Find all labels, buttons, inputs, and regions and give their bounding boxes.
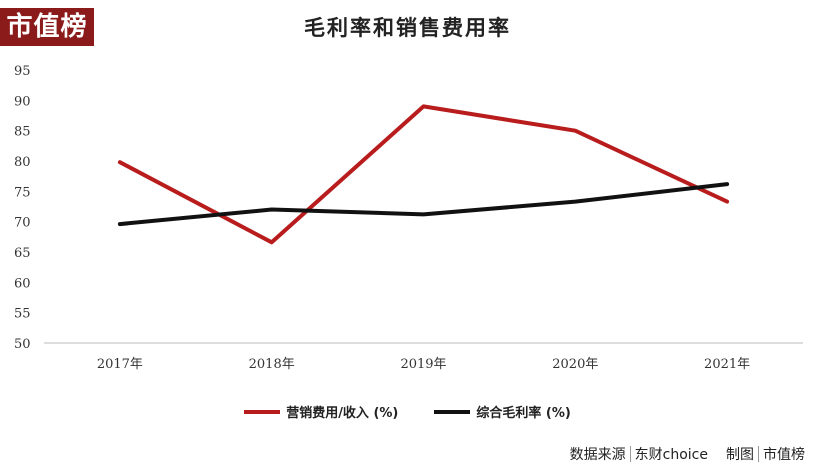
y-tick-label: 60 [14,276,31,291]
legend-swatch-gross-margin [434,409,471,414]
legend-item-marketing: 营销费用/收入 (%) [244,402,398,421]
x-tick-label: 2020年 [552,357,598,372]
brand-logo: 市值榜 [0,8,94,46]
y-tick-label: 65 [14,246,31,261]
y-tick-label: 55 [14,307,31,322]
made-label: 制图 [726,447,754,463]
chart-legend: 营销费用/收入 (%) 综合毛利率 (%) [0,402,815,421]
y-tick-label: 70 [14,216,31,231]
y-tick-label: 90 [14,94,31,109]
y-tick-label: 85 [14,125,31,140]
x-tick-label: 2021年 [704,357,750,372]
source-label: 数据来源 [569,447,626,463]
x-tick-label: 2017年 [97,357,143,372]
y-tick-label: 95 [14,64,31,79]
legend-swatch-marketing [244,409,281,414]
y-tick-label: 75 [14,185,31,200]
series-line-0 [117,104,730,245]
chart-title: 毛利率和销售费用率 [304,16,511,40]
footer-credits: 数据来源 东财choice 制图 市值榜 [570,444,805,464]
legend-label-gross-margin: 综合毛利率 (%) [476,406,571,421]
footer-divider [629,446,631,462]
made-value: 市值榜 [763,447,805,463]
y-tick-label: 80 [14,155,31,170]
source-value: 东财choice [634,447,708,463]
legend-item-gross-margin: 综合毛利率 (%) [434,402,571,421]
footer-divider [758,446,759,462]
x-tick-label: 2018年 [249,357,295,372]
y-tick-label: 50 [14,337,31,352]
x-tick-label: 2019年 [400,357,446,372]
legend-label-marketing: 营销费用/收入 (%) [286,406,399,421]
series-line-1 [117,182,730,227]
